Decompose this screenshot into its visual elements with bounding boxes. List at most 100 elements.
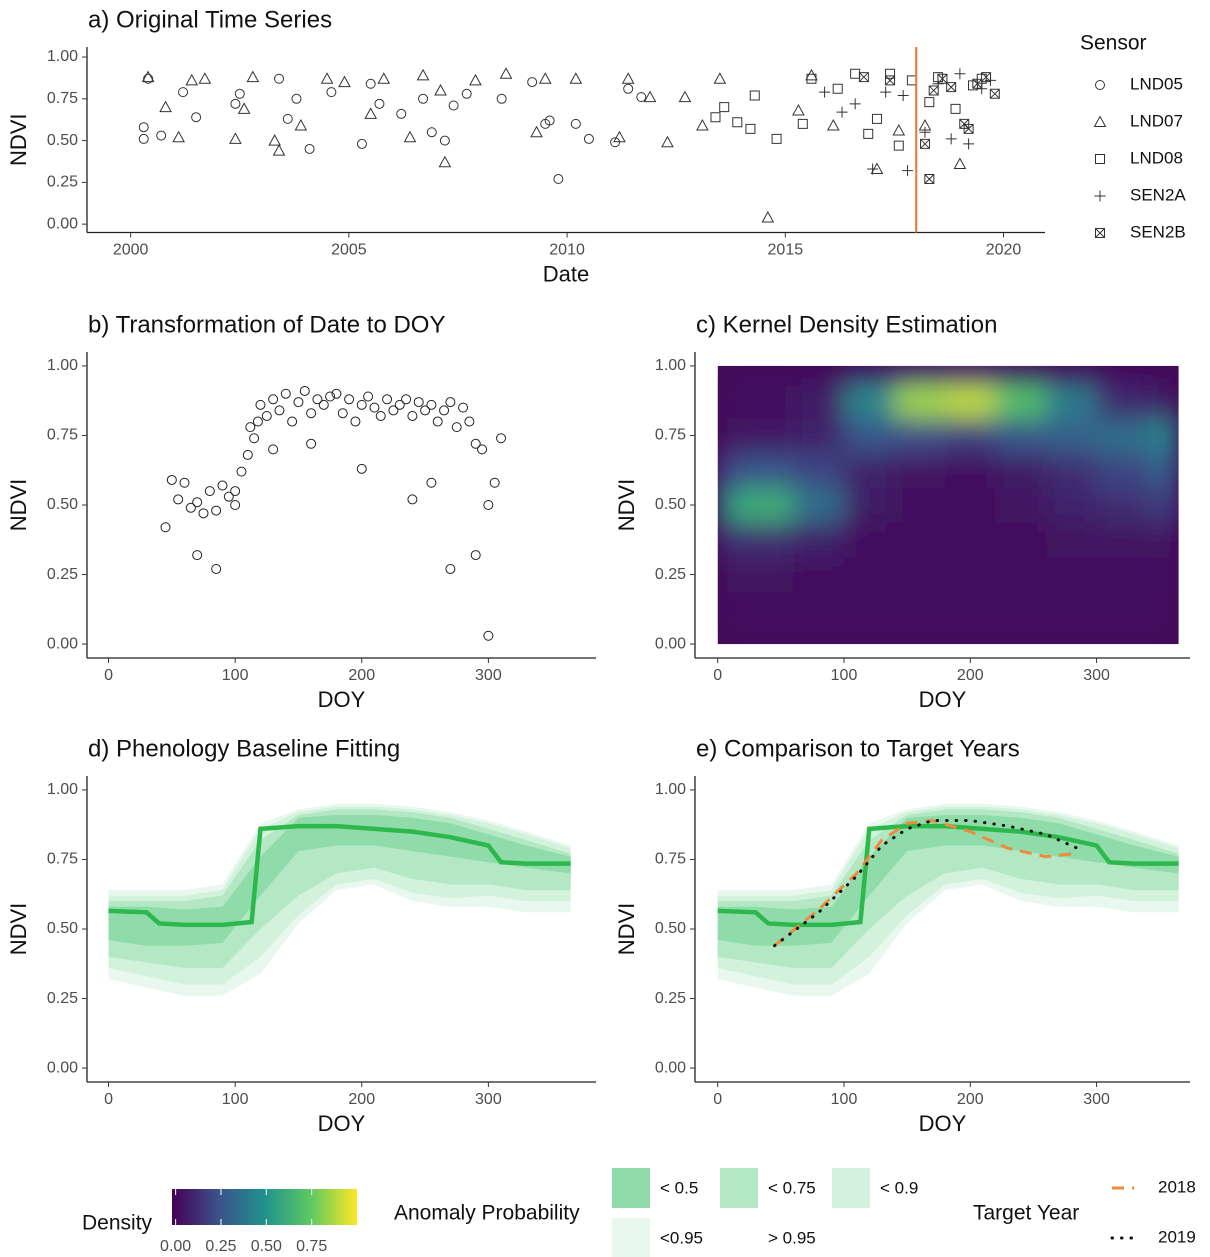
- heatmap-cell: [894, 452, 946, 489]
- x-axis-label: DOY: [919, 687, 967, 712]
- x-axis-label: DOY: [318, 1111, 366, 1136]
- point: [374, 98, 385, 109]
- heatmap-cell: [995, 487, 1047, 523]
- point: [304, 143, 315, 154]
- legend-title: Anomaly Probability: [394, 1202, 580, 1225]
- point: [636, 92, 647, 103]
- legend-label: LND08: [1130, 148, 1183, 167]
- point: [230, 98, 241, 109]
- point: [223, 491, 234, 502]
- heatmap-cell: [1150, 626, 1179, 645]
- y-tick-label: 0.50: [655, 496, 686, 513]
- point: [299, 385, 310, 396]
- heatmap-cell: [742, 591, 794, 628]
- y-tick-label: 0.25: [47, 174, 78, 191]
- panel-title: c) Kernel Density Estimation: [696, 311, 997, 338]
- heatmap-cell: [793, 418, 845, 454]
- y-axis-label: NDVI: [6, 113, 31, 166]
- point: [138, 133, 149, 144]
- point: [237, 102, 251, 114]
- legend-label: 2019: [1158, 1227, 1196, 1246]
- heatmap-cell: [945, 418, 997, 454]
- point: [954, 68, 966, 80]
- legend-key: [720, 1168, 758, 1208]
- heatmap-cell: [995, 452, 1047, 489]
- point: [445, 563, 456, 574]
- point: [963, 138, 975, 150]
- point: [268, 444, 279, 455]
- heatmap-cell: [742, 418, 794, 454]
- point: [499, 67, 513, 79]
- y-tick-label: 0.00: [655, 1059, 686, 1076]
- point: [413, 397, 424, 408]
- x-axis-label: DOY: [919, 1111, 967, 1136]
- heatmap-cell: [1046, 383, 1098, 419]
- heatmap-cell: [1046, 487, 1098, 523]
- point: [426, 399, 437, 410]
- panel: d) Phenology Baseline Fitting DOY NDVI 0 100…: [6, 735, 596, 1136]
- x-tick-label: 200: [957, 667, 984, 684]
- heatmap-cell: [1046, 418, 1098, 454]
- heatmap-cell: [894, 557, 946, 593]
- heatmap-cell: [717, 557, 744, 593]
- point: [892, 124, 906, 136]
- legend-symbol: [1095, 228, 1105, 238]
- heatmap-cell: [945, 365, 997, 384]
- point: [710, 112, 721, 123]
- point: [885, 75, 896, 86]
- heatmap-cell: [995, 591, 1047, 628]
- heatmap-cell: [717, 383, 744, 419]
- point: [483, 500, 494, 510]
- heatmap-cell: [1096, 557, 1151, 593]
- y-tick-label: 0.75: [47, 90, 78, 107]
- heatmap-cell: [717, 365, 744, 384]
- point: [312, 394, 323, 405]
- point: [394, 399, 405, 410]
- panel: e) Comparison to Target Years DOY NDVI 0 100…: [614, 735, 1190, 1136]
- point: [211, 505, 222, 516]
- point: [350, 416, 361, 427]
- point: [291, 93, 302, 104]
- heatmap-cell: [844, 365, 896, 384]
- point: [274, 405, 285, 416]
- point: [745, 123, 756, 134]
- heatmap-cell: [894, 591, 946, 628]
- y-tick-label: 1.00: [47, 357, 78, 374]
- panel-title: d) Phenology Baseline Fitting: [88, 735, 400, 762]
- point: [426, 127, 437, 138]
- point: [806, 73, 817, 84]
- point: [185, 502, 196, 513]
- x-tick-label: 100: [222, 667, 249, 684]
- point: [268, 394, 279, 405]
- point: [696, 119, 709, 131]
- point: [356, 463, 367, 474]
- panel-title: b) Transformation of Date to DOY: [88, 311, 445, 338]
- heatmap-cell: [894, 383, 946, 419]
- heatmap-cell: [844, 418, 896, 454]
- point: [445, 397, 456, 408]
- point: [963, 123, 974, 134]
- heatmap-cell: [742, 487, 794, 523]
- legend-symbol: [1095, 80, 1105, 90]
- point: [325, 391, 336, 402]
- colorbar-tick-label: 0.25: [205, 1238, 236, 1255]
- point: [458, 402, 469, 413]
- heatmap-cell: [844, 557, 896, 593]
- point: [836, 106, 848, 118]
- y-tick-label: 0.75: [655, 427, 686, 444]
- heatmap-cell: [793, 522, 845, 558]
- panel: b) Transformation of Date to DOY DOY NDVI 0…: [6, 311, 596, 712]
- point: [871, 113, 882, 124]
- y-tick-label: 1.00: [47, 781, 78, 798]
- point: [451, 422, 462, 433]
- point: [173, 494, 184, 505]
- point: [972, 78, 983, 89]
- point: [268, 134, 282, 146]
- point: [678, 90, 692, 103]
- y-tick-label: 0.75: [47, 851, 78, 868]
- point: [363, 391, 374, 402]
- point: [364, 107, 378, 119]
- x-tick-label: 300: [475, 1091, 502, 1108]
- heatmap-cell: [844, 591, 896, 628]
- point: [230, 486, 241, 497]
